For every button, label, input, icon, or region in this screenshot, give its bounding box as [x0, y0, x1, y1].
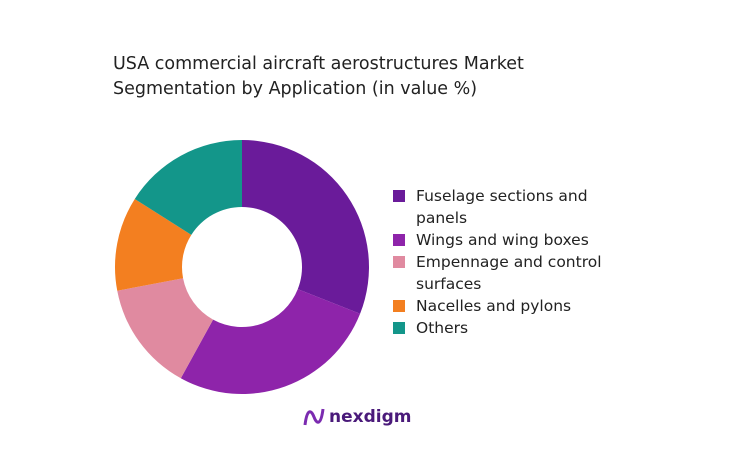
- brand: nexdigm: [303, 405, 411, 429]
- legend-label: Nacelles and pylons: [416, 297, 572, 315]
- donut-slice: [180, 289, 361, 395]
- legend-swatch: [393, 300, 405, 312]
- brand-name: nexdigm: [329, 407, 412, 427]
- legend-swatch: [393, 234, 405, 246]
- brand-icon: [303, 408, 325, 426]
- legend-label: Fuselage sections and panels: [416, 187, 588, 227]
- legend-label: Wings and wing boxes: [416, 231, 589, 249]
- legend-label: Others: [416, 319, 469, 337]
- legend-swatch: [393, 190, 405, 202]
- legend-item: Fuselage sections and panels: [391, 185, 631, 229]
- donut-slice: [115, 198, 192, 291]
- legend-swatch: [393, 256, 405, 268]
- legend-item: Nacelles and pylons: [391, 295, 631, 317]
- donut-slice: [117, 278, 214, 379]
- legend-swatch: [393, 322, 405, 334]
- legend-label: Empennage and control surfaces: [416, 253, 602, 293]
- legend-item: Empennage and control surfaces: [391, 251, 631, 295]
- chart-title: USA commercial aircraft aerostructures M…: [113, 54, 524, 99]
- donut-slice: [242, 140, 369, 314]
- legend: Fuselage sections and panels Wings and wi…: [391, 185, 631, 339]
- legend-item: Others: [391, 317, 631, 339]
- legend-item: Wings and wing boxes: [391, 229, 631, 251]
- donut-slice: [134, 140, 242, 235]
